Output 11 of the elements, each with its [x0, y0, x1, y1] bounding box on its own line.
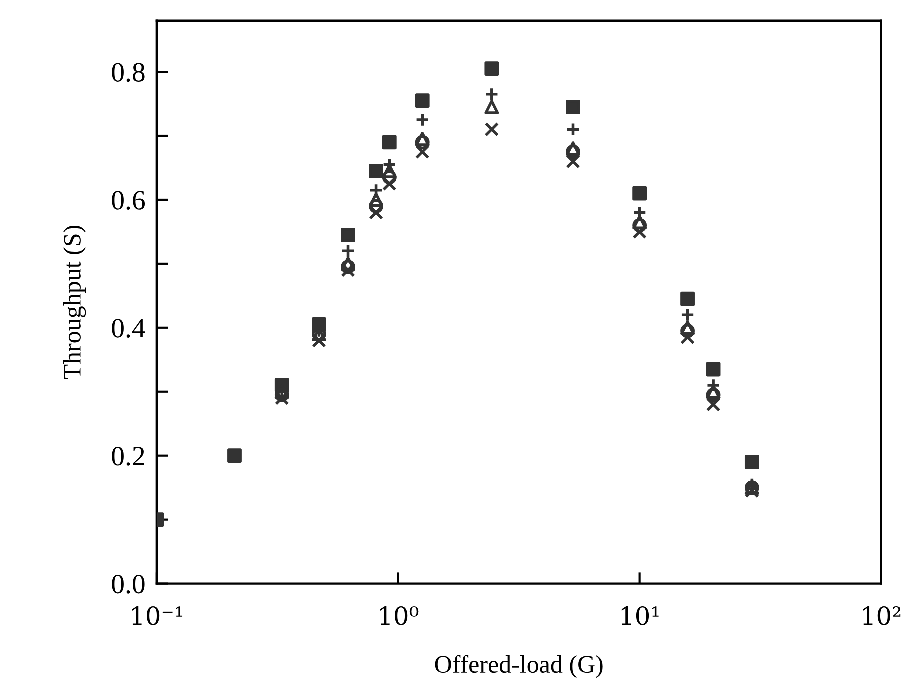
y-tick-label: 0.6: [112, 191, 146, 210]
x-axis-title: Offered-load (G): [435, 655, 603, 678]
x-tick-label: 10²: [863, 606, 901, 626]
y-tick-label: 0.4: [112, 319, 146, 338]
x-tick-label: 10⁻¹: [132, 606, 183, 626]
x-tick-label: 10⁰: [380, 606, 419, 626]
y-tick-label: 0.2: [112, 447, 144, 466]
y-tick-label: 0.8: [112, 63, 145, 82]
y-axis-title: Throughput (S): [63, 226, 86, 380]
y-tick-label: 0.0: [112, 574, 145, 594]
x-tick-label: 10¹: [622, 606, 659, 626]
